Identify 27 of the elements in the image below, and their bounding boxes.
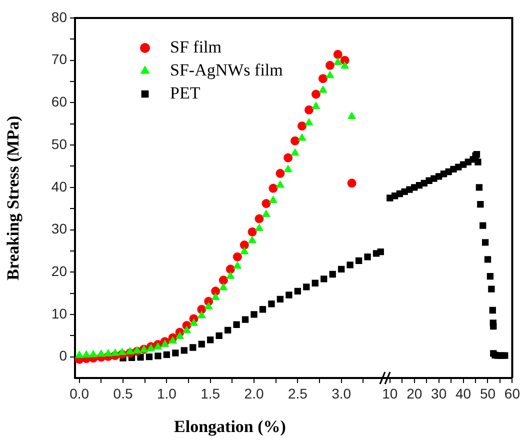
legend-label: SF film — [170, 37, 222, 56]
y-tick-label: 10 — [51, 305, 68, 322]
x-tick-label: 10 — [382, 385, 398, 402]
x-tick-label: 40 — [455, 385, 472, 402]
x-tick-label: 30 — [431, 385, 447, 402]
x-axis-title: Elongation (%) — [174, 417, 286, 436]
y-tick-label: 50 — [51, 136, 68, 152]
x-tick-label: 1.0 — [156, 385, 177, 402]
x-tick-label: 60 — [504, 385, 520, 402]
x-tick-label: 0.5 — [113, 385, 133, 402]
legend-label: SF-AgNWs film — [170, 60, 283, 80]
legend-label: PET — [170, 83, 201, 102]
x-tick-label: 2.5 — [288, 385, 308, 402]
x-tick-label: 0.0 — [70, 385, 90, 402]
y-tick-label: 30 — [51, 220, 68, 237]
y-tick-label: 40 — [51, 178, 68, 194]
x-tick-label: 2.0 — [244, 385, 264, 402]
y-tick-label: 20 — [51, 262, 68, 279]
x-tick-label: 1.5 — [200, 385, 220, 402]
x-tick-label: 50 — [480, 385, 496, 402]
x-tick-label: 3.0 — [332, 385, 352, 402]
y-tick-label: 60 — [51, 94, 68, 110]
x-tick-label: 20 — [406, 385, 422, 402]
y-axis-title: Breaking Stress (MPa) — [4, 116, 23, 280]
y-tick-label: 0 — [59, 348, 68, 364]
y-tick-label: 70 — [51, 51, 68, 68]
y-tick-label: 80 — [51, 8, 68, 25]
